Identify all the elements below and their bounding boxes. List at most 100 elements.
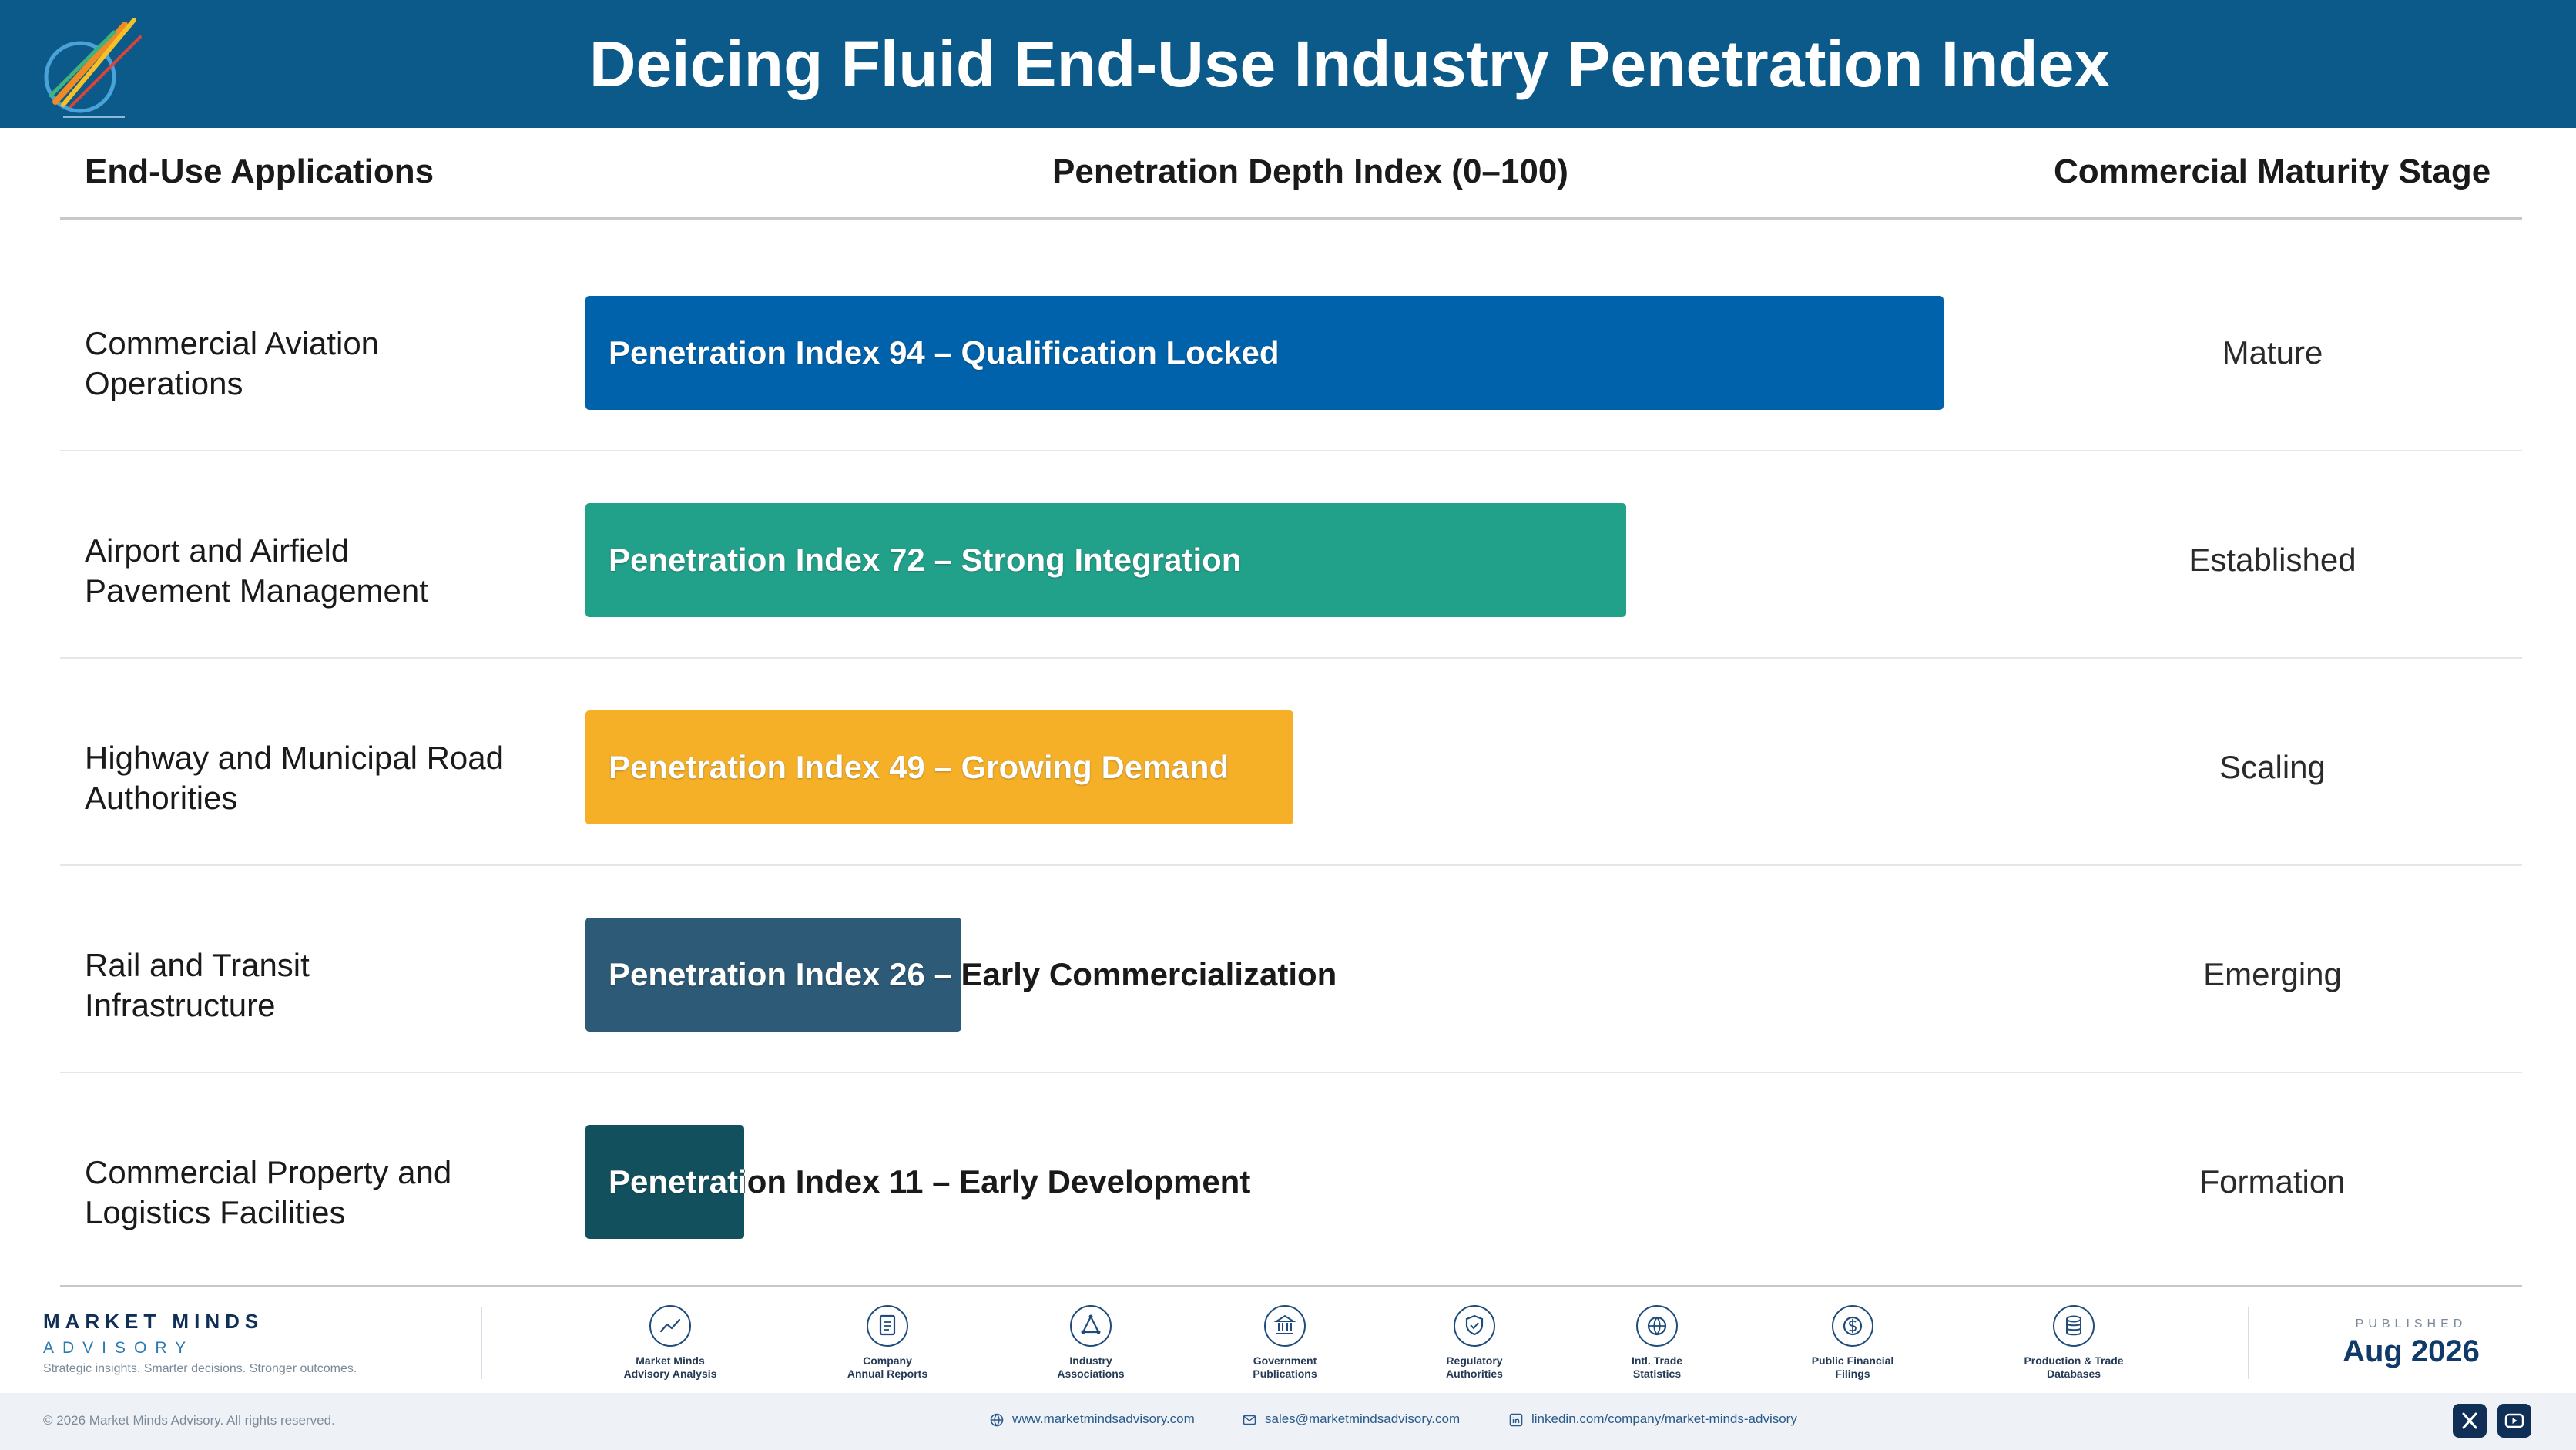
bar-value-label-inner: Penetration Index 11 – Early Development xyxy=(609,1163,744,1200)
source-label: Regulatory Authorities xyxy=(1394,1354,1555,1381)
row-divider xyxy=(60,657,2522,659)
mail-icon xyxy=(1243,1415,1256,1425)
bar-label-clip: Penetration Index 94 – Qualification Loc… xyxy=(585,296,1944,410)
header-divider xyxy=(60,217,2522,220)
source-label: Market Minds Advisory Analysis xyxy=(589,1354,751,1381)
row-divider xyxy=(60,450,2522,451)
database-icon xyxy=(2053,1305,2095,1347)
bar-label-clip: Penetration Index 72 – Strong Integratio… xyxy=(585,503,1626,617)
row-label: Commercial Property and Logistics Facilit… xyxy=(85,1153,562,1233)
linkedin-link[interactable]: linkedin.com/company/market-minds-adviso… xyxy=(1508,1411,1797,1428)
source-item: Intl. Trade Statistics xyxy=(1576,1304,1738,1381)
chart-row: Rail and Transit Infrastructure Penetratio… xyxy=(0,853,2576,1073)
column-header-applications: End-Use Applications xyxy=(85,153,434,190)
youtube-social-button[interactable] xyxy=(2497,1404,2531,1438)
bar-value-label: Penetration Index 72 – Strong Integratio… xyxy=(609,542,1242,578)
row-label-line1: Airport and Airfield xyxy=(85,532,350,569)
row-label: Rail and Transit Infrastructure xyxy=(85,945,562,1025)
row-label-line1: Commercial Aviation xyxy=(85,325,380,361)
row-label-line2: Logistics Facilities xyxy=(85,1194,346,1230)
footer-brand-sub: ADVISORY xyxy=(43,1339,195,1357)
bar-mark xyxy=(585,918,961,1032)
footer-tagline: Strategic insights. Smarter decisions. S… xyxy=(43,1362,357,1375)
bar-value-label-inner: Penetration Index 94 – Qualification Loc… xyxy=(609,334,1280,371)
bar-value-label: Penetration Index 94 – Qualification Loc… xyxy=(609,334,1280,371)
website-link[interactable]: www.marketmindsadvisory.com xyxy=(989,1411,1195,1428)
bar-value-label-inner: Penetration Index 72 – Strong Integratio… xyxy=(609,542,1242,578)
chart-row: Commercial Property and Logistics Facilit… xyxy=(0,1060,2576,1268)
source-label-line1: Market Minds xyxy=(636,1354,705,1367)
source-label-line2: Advisory Analysis xyxy=(623,1368,717,1380)
footer-divider-right xyxy=(2248,1307,2249,1379)
row-divider xyxy=(60,1072,2522,1073)
brand-logo-icon xyxy=(44,18,142,118)
row-label-line1: Commercial Property and xyxy=(85,1154,452,1190)
source-label-line2: Filings xyxy=(1835,1368,1870,1380)
source-label-line1: Industry xyxy=(1069,1354,1112,1367)
bar-value-label: Penetration Index 11 – Early Development xyxy=(609,1163,1251,1200)
email-link[interactable]: sales@marketmindsadvisory.com xyxy=(1242,1411,1460,1428)
bar-value-label: Penetration Index 49 – Growing Demand xyxy=(609,749,1229,785)
source-label-line1: Regulatory xyxy=(1446,1354,1503,1367)
row-label-line2: Infrastructure xyxy=(85,987,276,1023)
linkedin-icon xyxy=(1509,1413,1523,1426)
source-item: Government Publications xyxy=(1204,1304,1366,1381)
source-item: Company Annual Reports xyxy=(807,1304,968,1381)
bar-mark xyxy=(585,503,1626,617)
row-label-line2: Operations xyxy=(85,365,243,401)
source-label: Intl. Trade Statistics xyxy=(1576,1354,1738,1381)
bar-value-label: Penetration Index 26 – Early Commerciali… xyxy=(609,956,1337,992)
x-social-button[interactable] xyxy=(2453,1404,2487,1438)
footer-divider-left xyxy=(481,1307,482,1379)
source-label: Production & Trade Databases xyxy=(1993,1354,2155,1381)
table-bottom-divider xyxy=(60,1285,2522,1287)
bar-label-clip: Penetration Index 11 – Early Development xyxy=(585,1125,744,1239)
globe-icon xyxy=(990,1413,1004,1427)
bar-mark xyxy=(585,710,1293,824)
row-label-line1: Highway and Municipal Road xyxy=(85,740,504,776)
source-label: Industry Associations xyxy=(1010,1354,1172,1381)
row-label-line1: Rail and Transit xyxy=(85,947,310,983)
maturity-stage: Formation xyxy=(2199,1163,2346,1200)
row-label-line2: Authorities xyxy=(85,780,238,816)
published-label: PUBLISHED xyxy=(2355,1317,2467,1331)
globe-icon xyxy=(1636,1305,1678,1347)
bar-value-label-inner: Penetration Index 26 – Early Commerciali… xyxy=(609,956,961,992)
maturity-stage: Emerging xyxy=(2203,956,2342,992)
shield-check-icon xyxy=(1454,1305,1495,1347)
website-text: www.marketmindsadvisory.com xyxy=(1012,1411,1195,1426)
source-label-line1: Government xyxy=(1253,1354,1317,1367)
source-label-line1: Company xyxy=(863,1354,912,1367)
bar-mark xyxy=(585,296,1944,410)
maturity-stage: Established xyxy=(2189,542,2356,578)
source-label-line2: Databases xyxy=(2046,1368,2101,1380)
maturity-stage: Scaling xyxy=(2219,749,2326,785)
row-divider xyxy=(60,864,2522,866)
maturity-stage: Mature xyxy=(2222,334,2323,371)
copyright-text: © 2026 Market Minds Advisory. All rights… xyxy=(43,1413,335,1428)
source-label: Government Publications xyxy=(1204,1354,1366,1381)
source-item: Industry Associations xyxy=(1010,1304,1172,1381)
published-date: Aug 2026 xyxy=(2343,1334,2480,1368)
source-item: Regulatory Authorities xyxy=(1394,1304,1555,1381)
linkedin-text: linkedin.com/company/market-minds-adviso… xyxy=(1531,1411,1797,1426)
bar-label-clip: Penetration Index 26 – Early Commerciali… xyxy=(585,918,961,1032)
column-header-stage: Commercial Maturity Stage xyxy=(2054,153,2491,190)
source-label-line2: Associations xyxy=(1057,1368,1125,1380)
footer-brand-name: MARKET MINDS xyxy=(43,1310,264,1333)
bar-mark xyxy=(585,1125,744,1239)
source-label-line2: Authorities xyxy=(1446,1368,1503,1380)
chart-trend-icon xyxy=(649,1305,691,1347)
source-label: Public Financial Filings xyxy=(1772,1354,1934,1381)
row-label: Highway and Municipal Road Authorities xyxy=(85,738,562,818)
source-label: Company Annual Reports xyxy=(807,1354,968,1381)
header-bar xyxy=(0,0,2576,128)
source-label-line1: Public Financial xyxy=(1811,1354,1894,1367)
government-building-icon xyxy=(1264,1305,1306,1347)
source-label-line2: Statistics xyxy=(1632,1368,1682,1380)
bar-label-clip: Penetration Index 49 – Growing Demand xyxy=(585,710,1293,824)
x-logo-icon xyxy=(2462,1412,2477,1429)
network-icon xyxy=(1070,1305,1112,1347)
source-item: Production & Trade Databases xyxy=(1993,1304,2155,1381)
dollar-coin-icon xyxy=(1832,1305,1873,1347)
